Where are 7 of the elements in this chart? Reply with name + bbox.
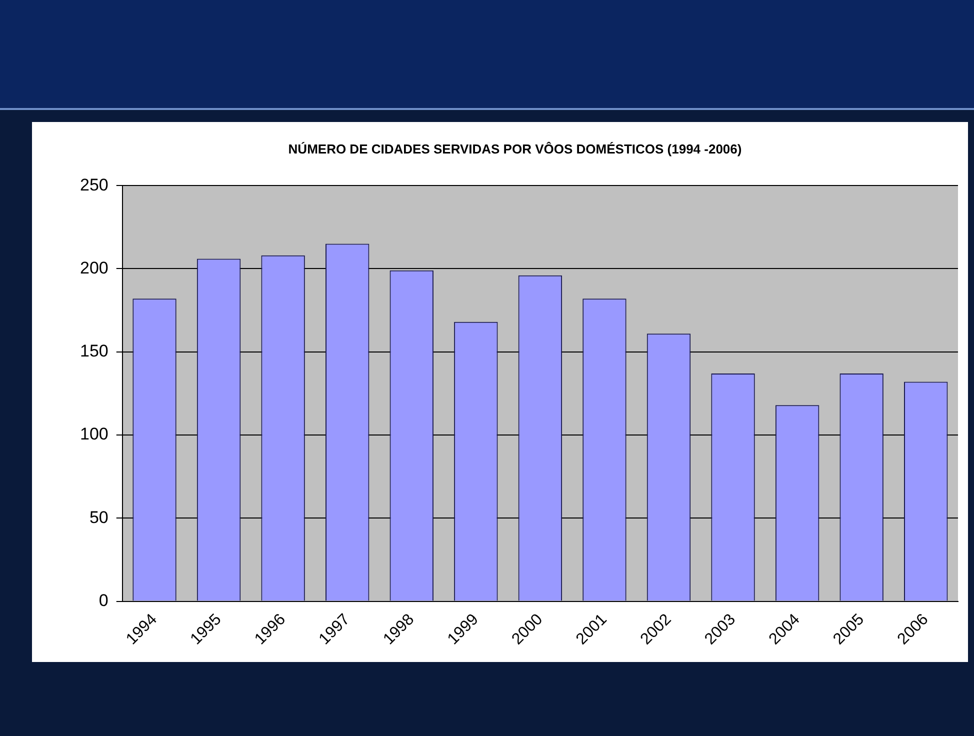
y-tick-label: 150 — [80, 342, 108, 361]
y-tick-label: 0 — [98, 590, 108, 610]
y-tick-label: 50 — [89, 508, 108, 527]
y-tick-label: 100 — [80, 424, 108, 444]
y-tick-label: 250 — [80, 175, 108, 194]
chart-title: NÚMERO DE CIDADES SERVIDAS POR VÔOS DOMÉSTICOS (1994 -2006) — [288, 141, 742, 156]
y-tick-label: 200 — [80, 258, 108, 278]
